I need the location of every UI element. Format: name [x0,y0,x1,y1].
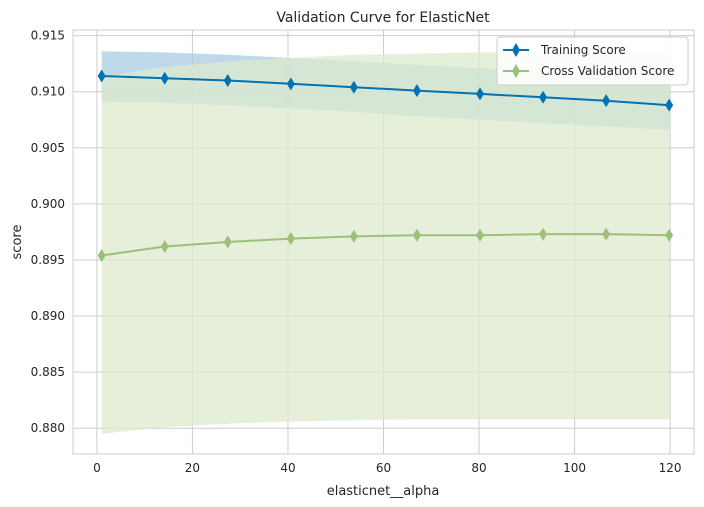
score-bands [101,51,670,434]
point-series-2 [160,239,169,253]
point-series-1 [349,80,358,94]
x-tick-label: 100 [563,461,586,475]
score-markers [97,69,674,262]
legend-training-label: Training Score [540,43,626,57]
y-tick-label: 0.895 [31,253,65,267]
x-tick-label: 120 [659,461,682,475]
point-series-2 [665,228,674,242]
y-tick-label: 0.900 [31,197,65,211]
point-series-1 [475,87,484,101]
score-lines [101,75,670,257]
point-series-2 [539,227,548,241]
x-tick-label: 60 [376,461,391,475]
point-series-1 [286,77,295,91]
point-series-2 [349,229,358,243]
y-tick-label: 0.910 [31,85,65,99]
x-tick-label: 0 [93,461,101,475]
line-series-1 [101,75,670,107]
y-tick-label: 0.880 [31,421,65,435]
y-tick-label: 0.905 [31,141,65,155]
y-axis-label: score [10,225,25,260]
legend-cv-marker [512,64,520,78]
legend-training-marker [512,43,520,57]
x-tick-label: 80 [471,461,486,475]
chart-title: Validation Curve for ElasticNet [276,10,490,26]
y-axis-ticks: 0.880 0.885 0.890 0.895 0.900 0.905 0.910 0.915 [31,29,65,436]
x-tick-label: 20 [185,461,200,475]
line-series-2 [101,233,670,257]
point-series-1 [412,84,421,98]
legend-box [496,36,689,86]
point-series-2 [602,227,611,241]
y-tick-label: 0.885 [31,365,65,379]
band-series-2 [101,52,670,434]
x-tick-label: 40 [280,461,295,475]
point-series-1 [97,69,106,83]
legend-cv-label: Cross Validation Score [541,64,674,78]
point-series-1 [223,73,232,87]
point-series-2 [223,235,232,249]
point-series-1 [665,98,674,112]
point-series-2 [475,228,484,242]
y-tick-label: 0.890 [31,309,65,323]
point-series-1 [539,90,548,104]
x-axis-label: elasticnet__alpha [327,484,440,499]
point-series-1 [160,71,169,85]
x-axis-ticks: 0 20 40 60 80 100 120 [93,461,682,475]
point-series-1 [602,94,611,108]
y-tick-label: 0.915 [31,29,65,43]
point-series-2 [286,232,295,246]
point-series-2 [412,228,421,242]
legend: Training Score Cross Validation Score [496,36,689,86]
point-series-2 [97,248,106,262]
